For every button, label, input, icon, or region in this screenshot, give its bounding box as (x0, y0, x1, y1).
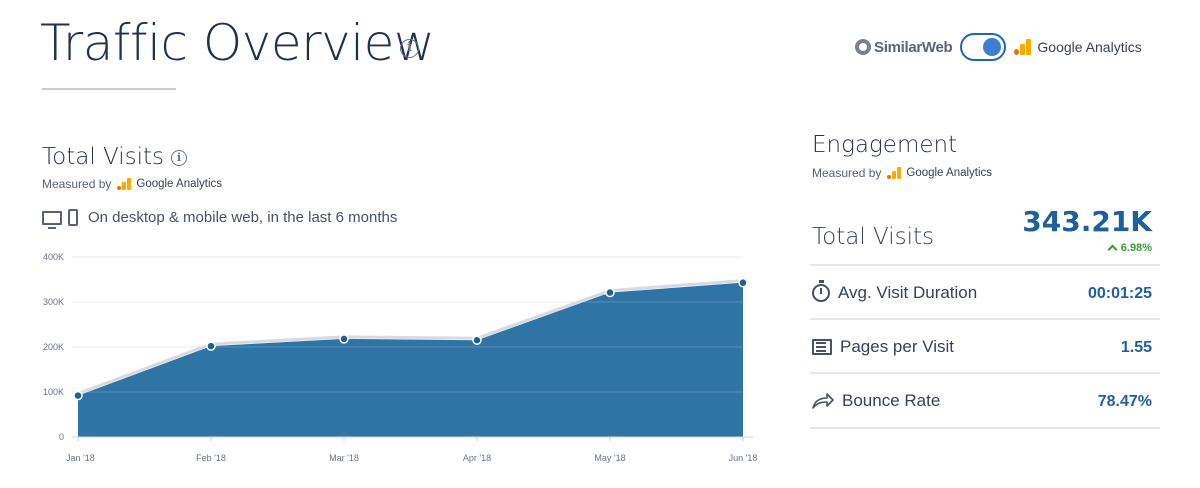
data-point (339, 334, 349, 344)
timer-icon (812, 280, 830, 302)
series-line-shadow (77, 279, 744, 396)
arrow-up-icon (1107, 244, 1118, 255)
bounce-icon (812, 393, 834, 409)
measured-by-label: Measured by (812, 166, 882, 180)
google-analytics-icon (887, 167, 902, 179)
x-tick-label: May '18 (594, 453, 625, 463)
series-area (78, 282, 743, 437)
measured-source: Google Analytics (906, 167, 993, 179)
data-point (206, 341, 216, 351)
total-visits-value: 343.21K (1022, 205, 1152, 238)
metric-bounce-rate: Bounce Rate 78.47% (810, 374, 1160, 429)
google-analytics-icon (1014, 39, 1032, 55)
similarweb-icon (855, 39, 871, 55)
metric-value: 00:01:25 (1087, 285, 1152, 302)
metric-label: Bounce Rate (842, 391, 941, 410)
google-analytics-icon (117, 178, 132, 190)
engagement-title: Engagement (812, 132, 958, 158)
metric-avg-visit-duration: Avg. Visit Duration 00:01:25 (810, 266, 1160, 320)
metric-value: 78.47% (1097, 393, 1152, 410)
y-tick-label: 200K (43, 342, 64, 352)
y-tick-label: 300K (43, 297, 64, 307)
metric-total-visits: Total Visits 343.21K 6.98% (810, 200, 1160, 266)
data-point (738, 277, 748, 288)
data-point (472, 335, 482, 345)
measured-by: Measured by Google Analytics (42, 177, 222, 191)
change-value: 6.98% (1120, 242, 1152, 254)
google-analytics-label: Google Analytics (1037, 39, 1142, 55)
x-tick-label: Apr '18 (463, 453, 491, 463)
data-source-switch: SimilarWeb Google Analytics (855, 33, 1142, 61)
toggle-knob (983, 38, 1002, 56)
y-tick-label: 400K (43, 252, 64, 262)
metric-value: 1.55 (1120, 339, 1152, 356)
metric-label: Pages per Visit (840, 337, 955, 356)
page-title: Traffic Overview (40, 14, 435, 72)
device-text: On desktop & mobile web, in the last 6 m… (88, 209, 398, 226)
metric-label: Total Visits (812, 224, 935, 250)
measured-by: Measured by Google Analytics (812, 166, 992, 180)
y-tick-label: 100K (43, 387, 64, 397)
x-tick-label: Feb '18 (196, 453, 226, 463)
measured-by-label: Measured by (42, 177, 112, 191)
area-chart: 0 100K 200K 300K 400K Jan '18 Feb '18 Mar '18 Ap… (43, 252, 758, 463)
x-tick-label: Jun '18 (729, 453, 758, 463)
pages-icon (812, 339, 832, 355)
mobile-icon (68, 209, 78, 226)
y-tick-label: 0 (59, 432, 64, 442)
title-divider (42, 88, 176, 90)
total-visits-chart: 0 100K 200K 300K 400K Jan '18 Feb '18 Mar '18 Ap… (0, 245, 770, 475)
source-toggle[interactable] (960, 33, 1007, 61)
metric-label: Avg. Visit Duration (838, 283, 978, 302)
metric-label-row: Avg. Visit Duration (812, 280, 978, 303)
metric-label-row: Bounce Rate (812, 391, 940, 411)
device-filter: On desktop & mobile web, in the last 6 m… (42, 209, 398, 229)
info-icon[interactable]: i (171, 150, 187, 166)
similarweb-label: SimilarWeb (874, 38, 953, 56)
data-point (605, 287, 615, 298)
metric-label-row: Pages per Visit (812, 337, 954, 357)
desktop-icon (42, 210, 62, 229)
similarweb-logo[interactable]: SimilarWeb (855, 38, 953, 56)
metric-pages-per-visit: Pages per Visit 1.55 (810, 320, 1160, 374)
change-badge: 6.98% (1107, 242, 1152, 255)
x-tick-label: Mar '18 (329, 453, 359, 463)
total-visits-title: Total Visits (42, 144, 165, 170)
google-analytics-logo[interactable]: Google Analytics (1014, 39, 1142, 55)
measured-source: Google Analytics (136, 178, 223, 190)
data-point (73, 390, 83, 401)
info-icon[interactable]: i (400, 39, 419, 58)
x-tick-label: Jan '18 (66, 453, 95, 463)
